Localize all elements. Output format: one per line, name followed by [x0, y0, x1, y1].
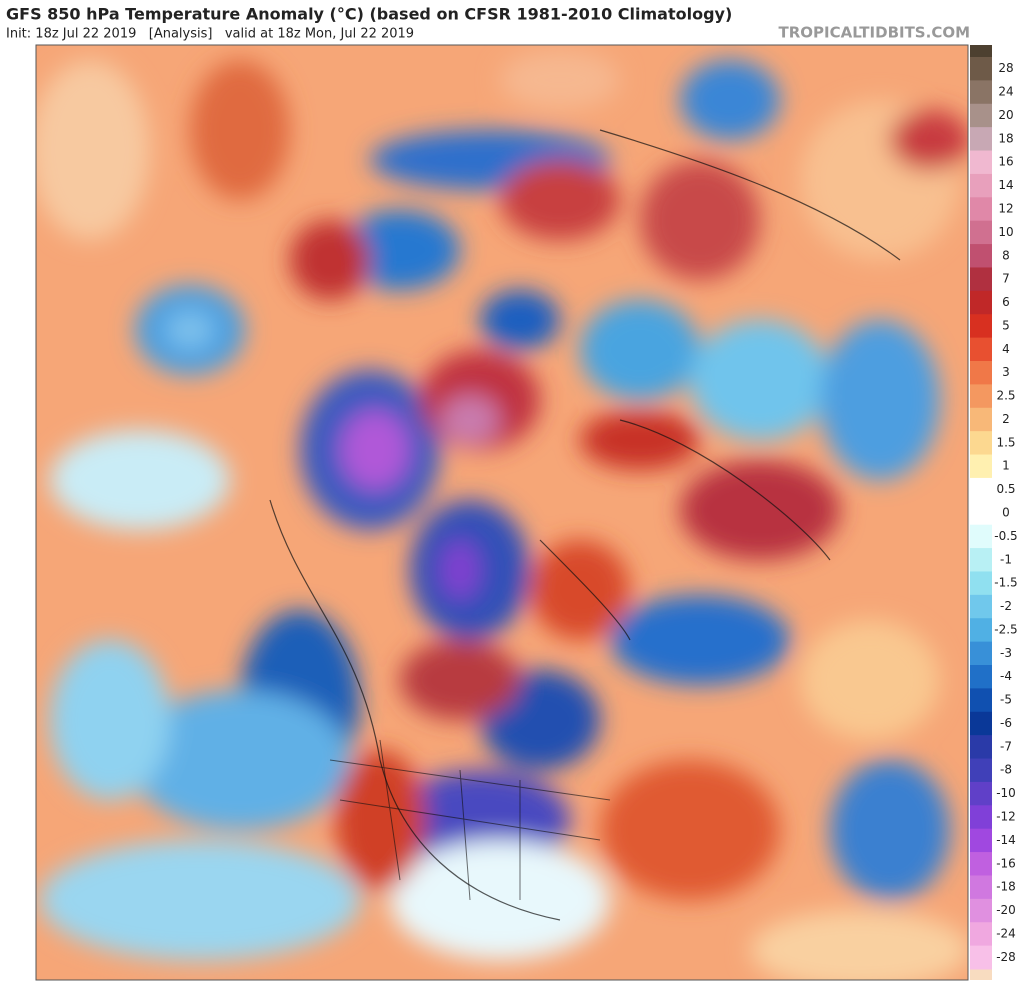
colorbar-swatch: [970, 127, 992, 152]
colorbar-label: 7: [1002, 272, 1010, 286]
colorbar-swatch: [970, 945, 992, 970]
colorbar-swatch: [970, 548, 992, 572]
colorbar-label: 10: [998, 225, 1013, 239]
colorbar-swatch: [970, 828, 992, 853]
colorbar-label: -20: [996, 903, 1016, 917]
colorbar-label: 5: [1002, 318, 1010, 332]
colorbar-label: 14: [998, 178, 1013, 192]
colorbar-label: 3: [1002, 365, 1010, 379]
colorbar-swatch: [970, 80, 992, 105]
map-title: GFS 850 hPa Temperature Anomaly (°C) (ba…: [6, 5, 732, 24]
map-frame: [35, 44, 969, 981]
colorbar-swatch: [970, 852, 992, 876]
colorbar-swatch: [970, 103, 992, 128]
colorbar-swatch: [970, 244, 992, 268]
colorbar-label: -3: [1000, 646, 1012, 660]
colorbar-swatch: [970, 290, 992, 315]
colorbar-label: -12: [996, 810, 1016, 824]
colorbar-label: -2: [1000, 599, 1012, 613]
colorbar-label: 12: [998, 202, 1013, 216]
colorbar-label: 1: [1002, 459, 1010, 473]
colorbar-swatch: [970, 898, 992, 923]
colorbar-label: -24: [996, 926, 1016, 940]
colorbar-label: 16: [998, 155, 1013, 169]
colorbar-swatch: [970, 781, 992, 806]
colorbar-swatch: [970, 594, 992, 619]
colorbar-swatch: [970, 922, 992, 947]
colorbar-label: 1.5: [996, 435, 1015, 449]
colorbar-swatch: [970, 431, 992, 456]
colorbar-label: -1.5: [994, 576, 1017, 590]
colorbar-swatch: [970, 384, 992, 409]
colorbar-swatch: [970, 407, 992, 432]
colorbar-label: -0.5: [994, 529, 1017, 543]
colorbar-swatch: [970, 641, 992, 666]
colorbar-swatch: [970, 267, 992, 292]
colorbar-swatch: [970, 688, 992, 713]
colorbar-cap: [970, 969, 992, 980]
map-subtitle: Init: 18z Jul 22 2019 [Analysis] valid a…: [6, 27, 414, 42]
colorbar-label: -4: [1000, 669, 1012, 683]
colorbar-swatch: [970, 173, 992, 198]
colorbar-label: 28: [998, 61, 1013, 75]
colorbar-label: 0: [1002, 506, 1010, 520]
colorbar-label: -2.5: [994, 622, 1017, 636]
colorbar-label: -28: [996, 950, 1016, 964]
colorbar-swatch: [970, 57, 992, 81]
brand: TROPICALTIDBITS.COM: [779, 24, 971, 42]
colorbar-swatch: [970, 454, 992, 479]
colorbar-swatch: [970, 501, 992, 526]
colorbar-swatch: [970, 477, 992, 502]
colorbar-swatch: [970, 150, 992, 175]
colorbar-swatch: [970, 711, 992, 736]
colorbar-label: 8: [1002, 248, 1010, 262]
colorbar: 28 24 20 18 16 14 12 10 8 7 6 5 4 3 2.5 2 1.5 1 0.5 0 -0.5 -1…: [970, 45, 1018, 980]
colorbar-swatch: [970, 337, 992, 362]
colorbar-swatch: [970, 875, 992, 900]
colorbar-swatch: [970, 758, 992, 783]
colorbar-swatch: [970, 524, 992, 549]
colorbar-swatch: [970, 361, 992, 385]
colorbar-swatch: [970, 571, 992, 596]
colorbar-label: -1: [1000, 552, 1012, 566]
colorbar-label: -5: [1000, 693, 1012, 707]
colorbar-swatch: [970, 314, 992, 339]
colorbar-label: -10: [996, 786, 1016, 800]
anomaly-map: [36, 45, 968, 980]
colorbar-label: 6: [1002, 295, 1010, 309]
colorbar-swatch: [970, 618, 992, 643]
colorbar-label: -16: [996, 856, 1016, 870]
colorbar-label: 20: [998, 108, 1013, 122]
colorbar-label: -18: [996, 880, 1016, 894]
colorbar-swatch: [970, 805, 992, 830]
colorbar-label: 4: [1002, 342, 1010, 356]
colorbar-swatch: [970, 220, 992, 245]
colorbar-label: -7: [1000, 739, 1012, 753]
colorbar-label: -6: [1000, 716, 1012, 730]
colorbar-label: 2: [1002, 412, 1010, 426]
colorbar-label: 24: [998, 85, 1013, 99]
colorbar-swatch: [970, 665, 992, 689]
colorbar-label: 18: [998, 131, 1013, 145]
colorbar-swatch: [970, 735, 992, 760]
colorbar-label: 2.5: [996, 389, 1015, 403]
colorbar-cap: [970, 45, 992, 57]
colorbar-swatch: [970, 197, 992, 222]
colorbar-label: 0.5: [996, 482, 1015, 496]
colorbar-label: -14: [996, 833, 1016, 847]
colorbar-label: -8: [1000, 763, 1012, 777]
